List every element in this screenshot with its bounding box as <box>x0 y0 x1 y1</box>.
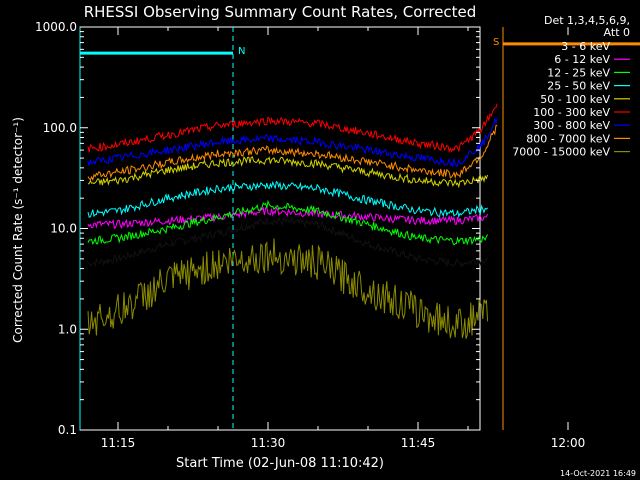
y-axis-label: Corrected Count Rate (s⁻¹ detector⁻¹) <box>11 117 25 343</box>
legend-entry-label: 25 - 50 keV <box>547 80 610 93</box>
legend-entry-label: 12 - 25 keV <box>547 66 610 79</box>
series-line <box>87 238 489 339</box>
footer-timestamp: 14-Oct-2021 16:49 <box>560 469 636 478</box>
legend-entry-label: 50 - 100 keV <box>540 93 610 106</box>
x-tick-label: 11:30 <box>251 436 286 450</box>
series-line <box>87 206 489 230</box>
y-tick-label: 0.1 <box>58 423 77 437</box>
legend-entry-label: 3 - 6 keV <box>561 40 610 53</box>
flag-label: N <box>238 46 245 57</box>
axis-ticks: 0.1 1.0 10.0 100.0 1000.0 11:15 11:30 11:45 12:0… <box>35 20 586 450</box>
x-tick-label: 11:45 <box>401 436 436 450</box>
series-lines <box>87 103 498 339</box>
x-tick-label: 12:00 <box>551 436 586 450</box>
series-line <box>87 103 498 153</box>
series-line <box>87 156 489 189</box>
chart-title: RHESSI Observing Summary Count Rates, Co… <box>84 3 477 21</box>
legend-entry-label: 300 - 800 keV <box>533 119 610 132</box>
flag-label: S <box>493 37 499 48</box>
series-line <box>87 216 489 269</box>
event-flags: NS <box>80 37 640 57</box>
x-axis-label: Start Time (02-Jun-08 11:10:42) <box>176 456 384 471</box>
legend-entry-label: 7000 - 15000 keV <box>512 146 610 159</box>
series-line <box>87 124 498 182</box>
series-line <box>87 199 489 246</box>
legend-entry-label: 6 - 12 keV <box>554 53 610 66</box>
legend-header: Det 1,3,4,5,6,9, <box>544 14 630 27</box>
legend-entry-label: 100 - 300 keV <box>533 106 610 119</box>
legend-entry-label: 800 - 7000 keV <box>526 132 610 145</box>
x-tick-label: 11:15 <box>101 436 136 450</box>
legend-header: Att 0 <box>604 26 630 39</box>
y-tick-label: 1000.0 <box>35 20 77 34</box>
series-line <box>87 117 498 168</box>
series-line <box>87 180 488 219</box>
y-tick-label: 100.0 <box>43 121 77 135</box>
y-tick-label: 10.0 <box>50 222 77 236</box>
y-tick-label: 1.0 <box>58 322 77 336</box>
